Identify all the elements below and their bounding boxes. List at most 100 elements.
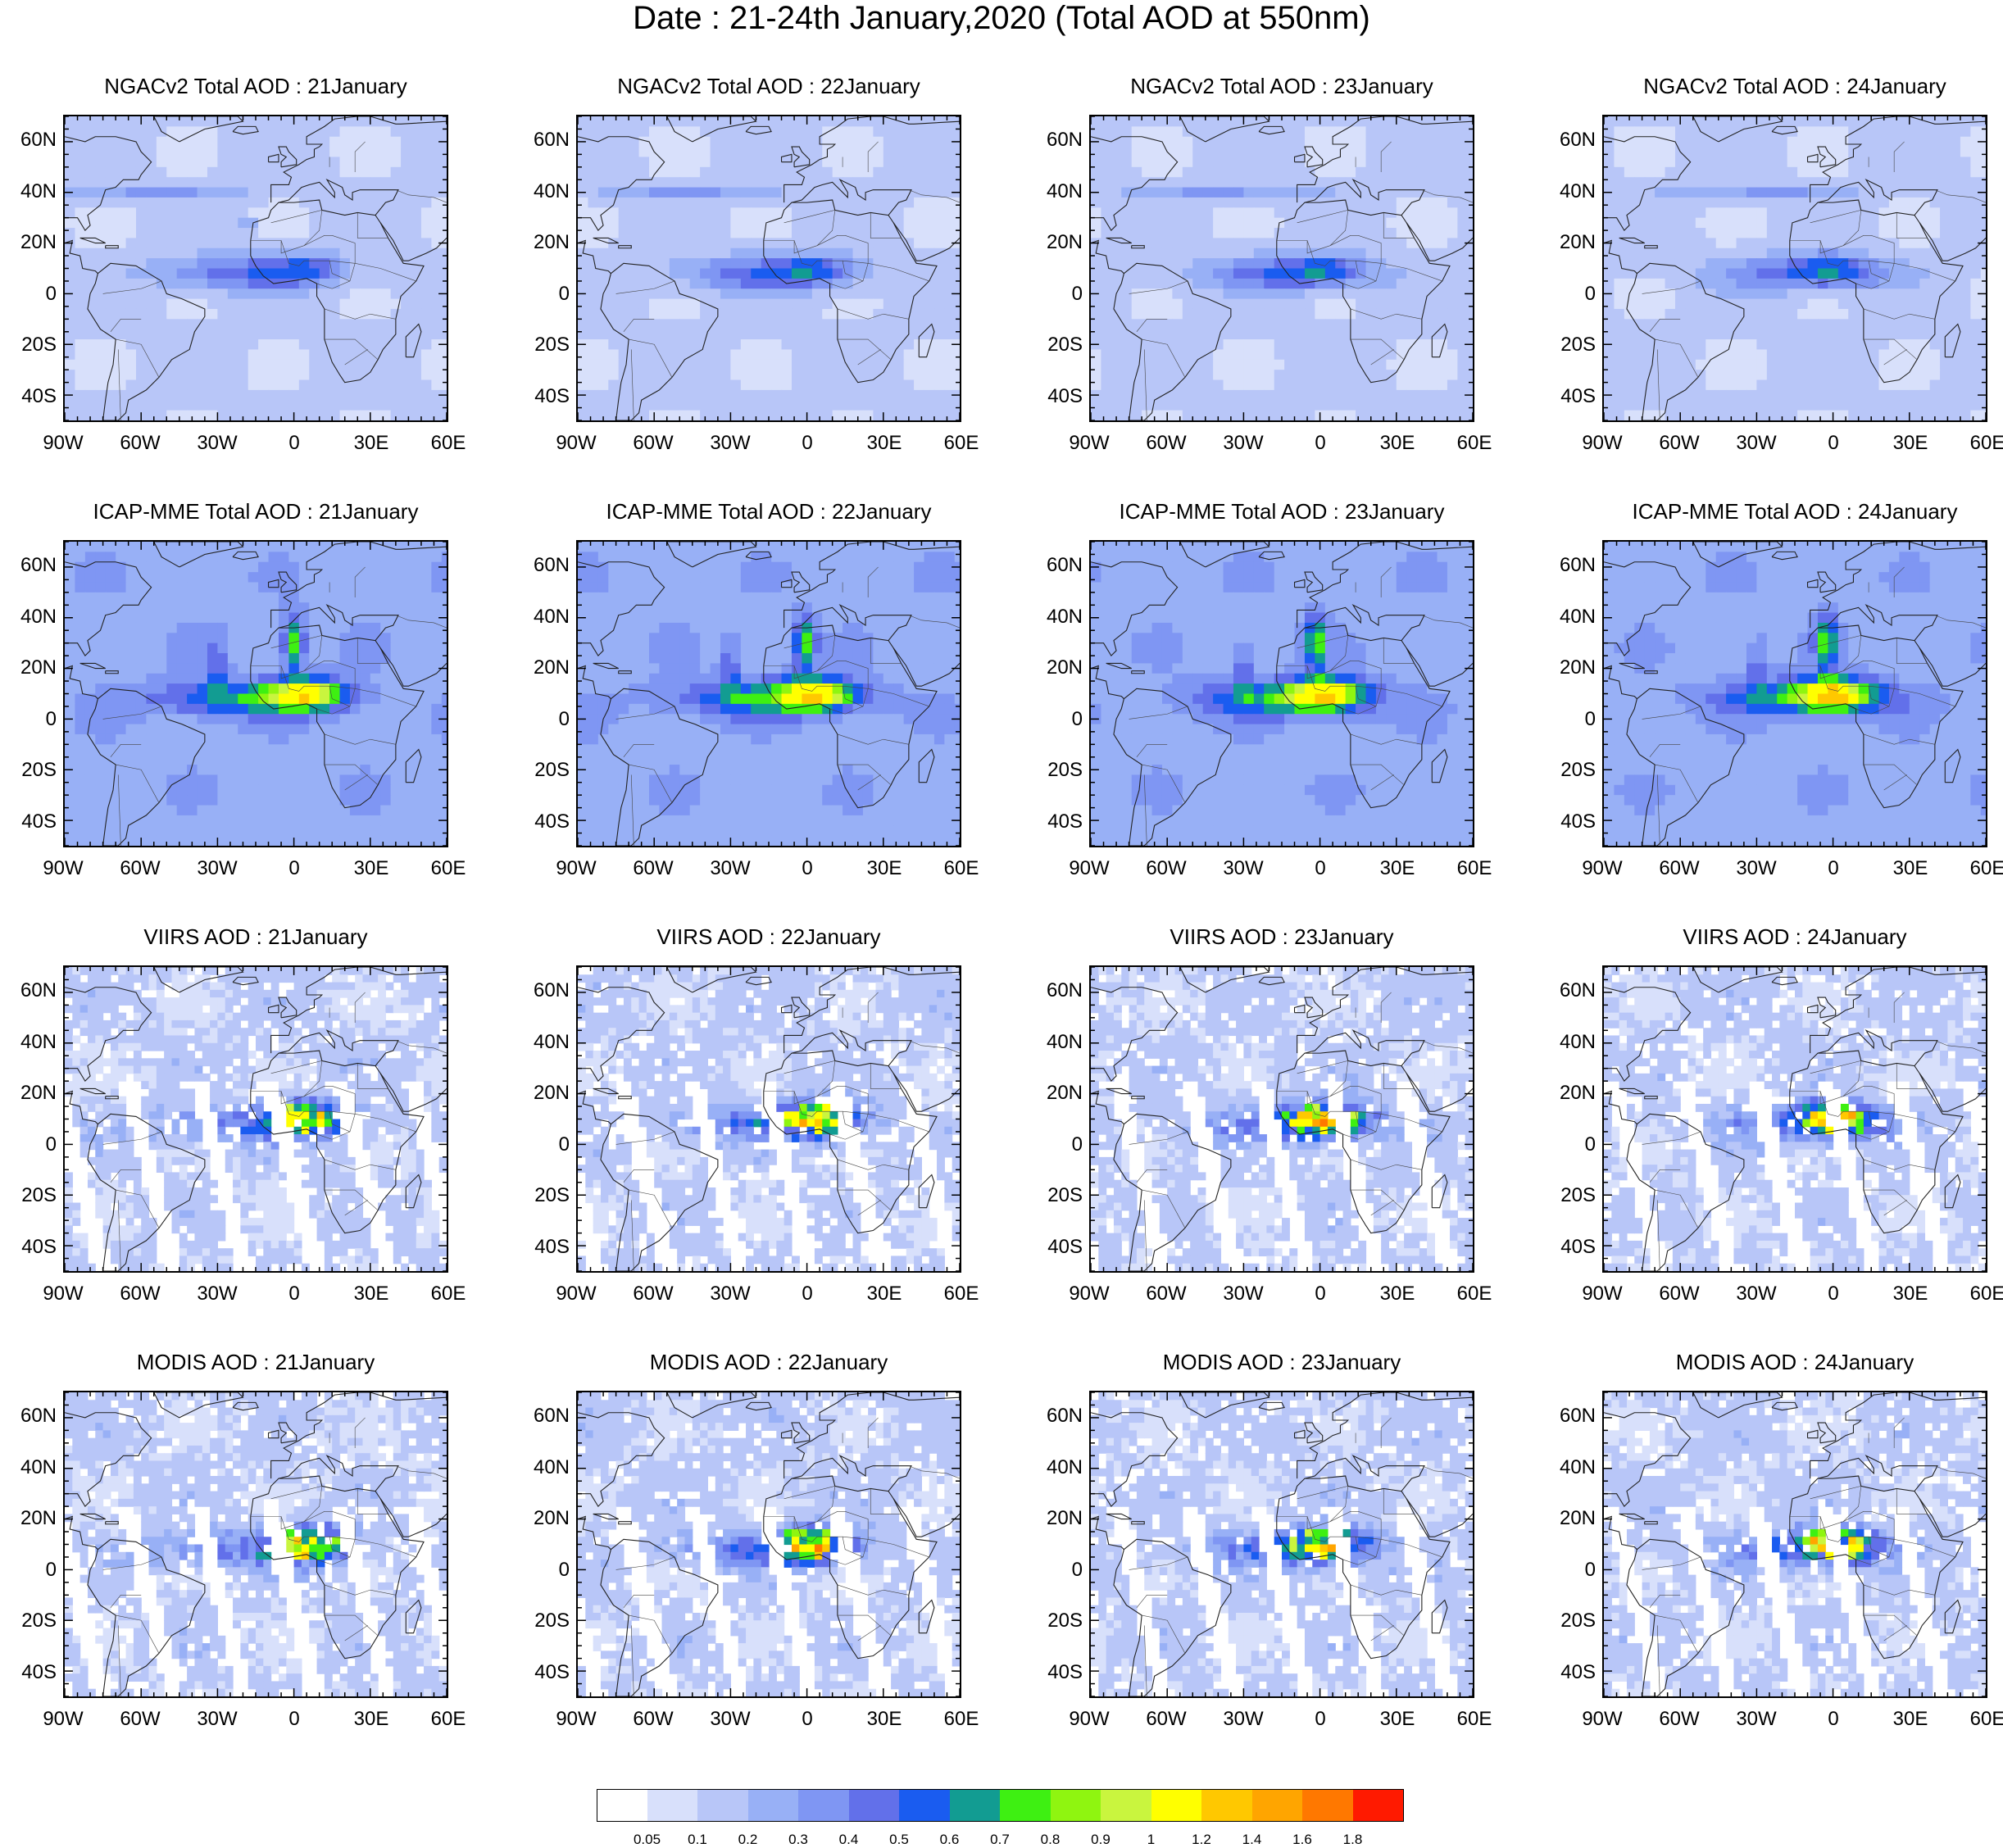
aod-cell — [227, 187, 238, 198]
aod-cell — [248, 592, 259, 603]
aod-cell — [95, 278, 107, 289]
aod-cell — [1706, 379, 1717, 391]
aod-cell — [669, 329, 680, 340]
aod-cell — [1111, 410, 1122, 420]
aod-cell — [135, 268, 148, 279]
aod-cell — [1878, 207, 1890, 219]
aod-cell — [1396, 157, 1407, 168]
aod-cell — [1101, 238, 1112, 249]
aod-cell — [288, 592, 300, 603]
aod-cell — [176, 207, 188, 219]
aod-cell — [135, 561, 148, 573]
aod-cell — [166, 400, 178, 411]
aod-cell — [1345, 126, 1356, 138]
axis-ticks — [1091, 116, 1473, 420]
aod-cell — [268, 370, 279, 381]
aod-cell — [1624, 197, 1635, 208]
aod-cell — [1202, 379, 1214, 391]
aod-cell — [933, 228, 945, 238]
aod-cell — [771, 126, 783, 138]
aod-cell — [1284, 349, 1296, 361]
aod-cell — [1695, 177, 1706, 188]
aod-cell — [1878, 166, 1890, 178]
aod-cell — [1909, 247, 1920, 259]
aod-cell — [1715, 288, 1727, 300]
aod-cell — [1091, 400, 1102, 411]
aod-cell — [578, 400, 589, 411]
aod-cell — [1726, 400, 1737, 411]
aod-cell — [720, 308, 731, 320]
aod-cell — [933, 166, 945, 178]
aod-cell — [883, 207, 894, 219]
aod-cell — [1284, 379, 1296, 391]
aod-cell — [1447, 187, 1458, 198]
aod-cell — [771, 187, 783, 198]
aod-cell — [1858, 359, 1869, 370]
aod-cell — [914, 126, 925, 138]
aod-cell — [248, 136, 259, 148]
aod-cell — [380, 582, 392, 593]
aod-cell — [1817, 136, 1828, 148]
aod-cell — [268, 197, 279, 208]
aod-cell — [258, 400, 270, 411]
aod-cell — [431, 400, 443, 411]
aod-cell — [1223, 197, 1234, 208]
aod-cell — [420, 389, 432, 401]
aod-cell — [125, 561, 137, 573]
aod-cell — [1604, 349, 1615, 361]
aod-cell — [1848, 410, 1860, 420]
aod-cell — [1131, 247, 1142, 259]
aod-cell — [1202, 339, 1214, 351]
aod-cell — [1655, 339, 1666, 351]
aod-cell — [1091, 278, 1102, 289]
aod-cell — [1878, 197, 1890, 208]
aod-cell — [1899, 389, 1910, 401]
aod-cell — [116, 370, 127, 381]
aod-cell — [893, 389, 905, 401]
aod-cell — [1447, 339, 1458, 351]
aod-cell — [761, 228, 772, 238]
aod-cell — [811, 349, 823, 361]
aod-cell — [116, 389, 127, 401]
aod-cell — [380, 247, 392, 259]
aod-cell — [319, 288, 330, 300]
aod-cell — [873, 147, 884, 158]
aod-cell — [1437, 157, 1448, 168]
aod-cell — [248, 268, 259, 279]
aod-cell — [1756, 370, 1768, 381]
aod-cell — [1960, 359, 1971, 370]
aod-cell — [135, 359, 148, 370]
aod-cell — [95, 359, 107, 370]
aod-cell — [95, 147, 107, 158]
aod-cell — [618, 147, 629, 158]
aod-cell — [268, 298, 279, 310]
aod-cell — [207, 157, 218, 168]
aod-cell — [608, 166, 620, 178]
aod-cell — [1284, 319, 1296, 330]
aod-cell — [1960, 116, 1971, 127]
aod-cell — [924, 258, 935, 270]
aod-cell — [1787, 187, 1798, 198]
aod-cell — [924, 410, 935, 420]
aod-cell — [258, 552, 270, 563]
aod-cell — [1919, 278, 1931, 289]
aod-cell — [401, 572, 412, 583]
aod-cell — [298, 542, 310, 552]
aod-cell — [135, 400, 148, 411]
aod-cell — [309, 157, 320, 168]
aod-cell — [751, 339, 762, 351]
aod-cell — [75, 308, 86, 320]
aod-cell — [1223, 329, 1234, 340]
aod-cell — [1655, 329, 1666, 340]
aod-cell — [679, 349, 691, 361]
aod-cell — [1715, 319, 1727, 330]
aod-cell — [638, 166, 650, 178]
aod-cell — [360, 572, 371, 583]
aod-cell — [176, 197, 188, 208]
coastline — [1644, 245, 1658, 249]
aod-cell — [1817, 258, 1828, 270]
country-border — [280, 240, 351, 282]
aod-cell — [1940, 207, 1951, 219]
aod-cell — [802, 308, 813, 320]
aod-cell — [207, 298, 218, 310]
